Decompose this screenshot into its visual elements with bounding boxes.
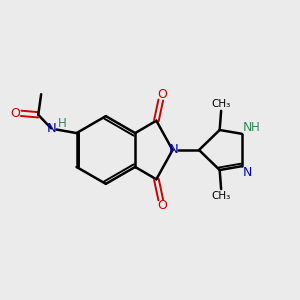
Text: N: N [168,143,178,157]
Text: H: H [250,121,260,134]
Text: N: N [242,121,252,134]
Text: H: H [57,117,66,130]
Text: O: O [157,88,167,101]
Text: CH₃: CH₃ [212,190,231,201]
Text: CH₃: CH₃ [212,99,231,110]
Text: N: N [46,122,56,135]
Text: O: O [10,107,20,120]
Text: N: N [242,166,252,179]
Text: O: O [157,199,167,212]
